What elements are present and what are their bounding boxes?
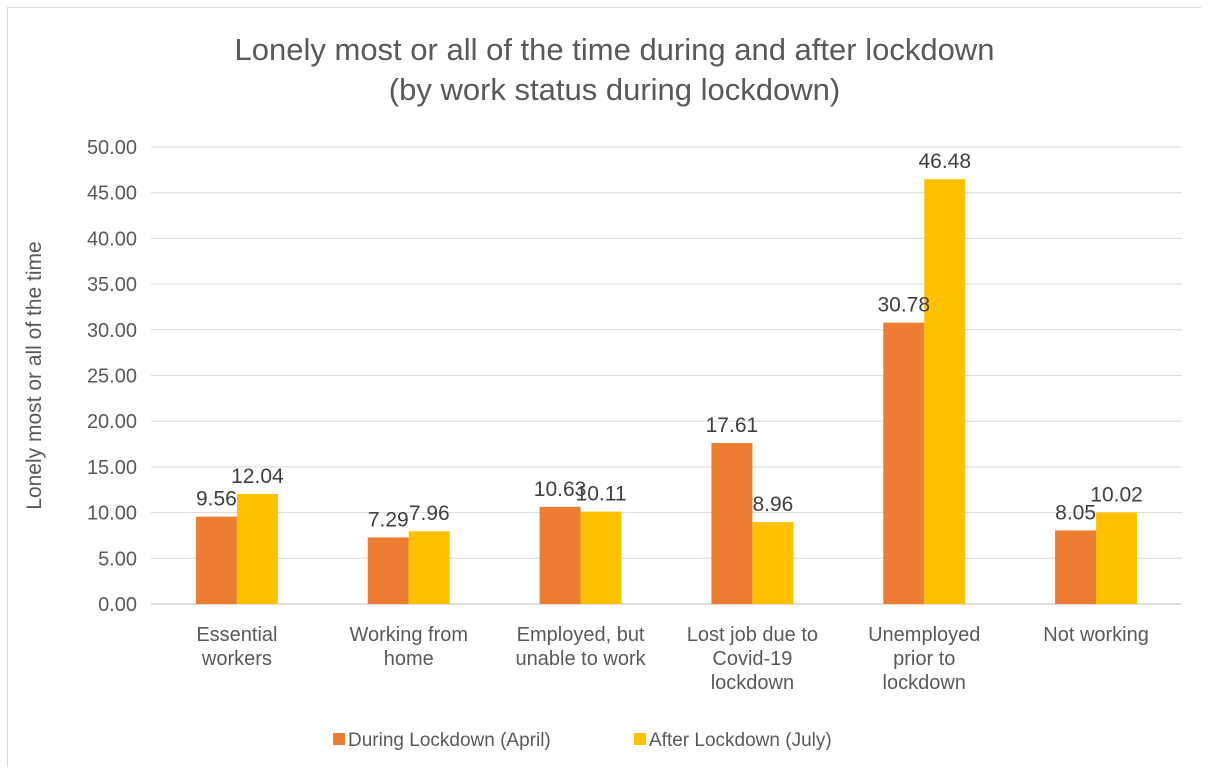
x-tick-label: home [384, 648, 434, 670]
bar-july [236, 493, 278, 604]
data-label: 10.63 [534, 478, 587, 501]
y-tick-label: 30.00 [87, 320, 137, 342]
bar-april [711, 443, 753, 604]
data-label: 8.96 [752, 493, 793, 516]
data-label: 10.02 [1090, 483, 1143, 506]
chart-frame [7, 7, 1201, 767]
y-tick-label: 35.00 [87, 274, 137, 296]
x-tick-label: Employed, but [517, 624, 645, 646]
y-tick-label: 25.00 [87, 366, 137, 388]
data-label: 46.48 [918, 150, 971, 173]
chart-title-line: Lonely most or all of the time during an… [234, 32, 995, 67]
bar-april [1055, 530, 1097, 604]
data-label: 10.11 [576, 483, 627, 506]
x-tick-label: Lost job due to [687, 624, 818, 646]
bar-july [408, 531, 450, 604]
x-tick-label: prior to [893, 648, 955, 670]
legend-label: During Lockdown (April) [348, 730, 551, 751]
chart-title: Lonely most or all of the time during an… [0, 30, 1209, 110]
data-label: 17.61 [706, 414, 759, 437]
data-label: 7.96 [409, 502, 450, 525]
y-tick-label: 0.00 [98, 594, 137, 616]
data-label: 9.56 [196, 488, 237, 511]
y-tick-label: 40.00 [87, 228, 137, 250]
x-tick-label: lockdown [711, 672, 794, 694]
bar-april [367, 537, 409, 604]
x-tick-label: Unemployed [868, 624, 980, 646]
y-tick-label: 45.00 [87, 183, 137, 205]
x-tick-label: Covid-19 [712, 648, 792, 670]
x-tick-label: lockdown [883, 672, 966, 694]
chart-subtitle-line: (by work status during lockdown) [388, 72, 841, 107]
y-axis-title: Lonely most or all of the time [23, 241, 46, 509]
x-tick-label: Working from [349, 624, 468, 646]
y-tick-label: 20.00 [87, 411, 137, 433]
y-tick-label: 5.00 [98, 548, 137, 570]
bar-july [1096, 512, 1138, 604]
legend-swatch-april [333, 733, 345, 745]
data-label: 8.05 [1055, 501, 1096, 524]
bar-april [195, 516, 237, 604]
data-label: 7.29 [368, 508, 409, 531]
x-tick-label: Not working [1043, 624, 1149, 646]
y-tick-label: 15.00 [87, 457, 137, 479]
bar-july [580, 511, 622, 604]
bar-july [924, 179, 966, 605]
legend-swatch-july [634, 733, 646, 745]
bar-april [883, 322, 925, 604]
bar-april [539, 506, 581, 604]
data-label: 30.78 [877, 294, 930, 317]
x-tick-label: Essential [196, 624, 277, 646]
y-tick-label: 50.00 [87, 137, 137, 159]
y-tick-label: 10.00 [87, 503, 137, 525]
x-tick-label: workers [201, 648, 272, 670]
data-label: 12.04 [231, 465, 284, 488]
x-tick-label: unable to work [516, 648, 647, 670]
legend-label: After Lockdown (July) [649, 730, 832, 751]
bar-july [752, 522, 794, 604]
